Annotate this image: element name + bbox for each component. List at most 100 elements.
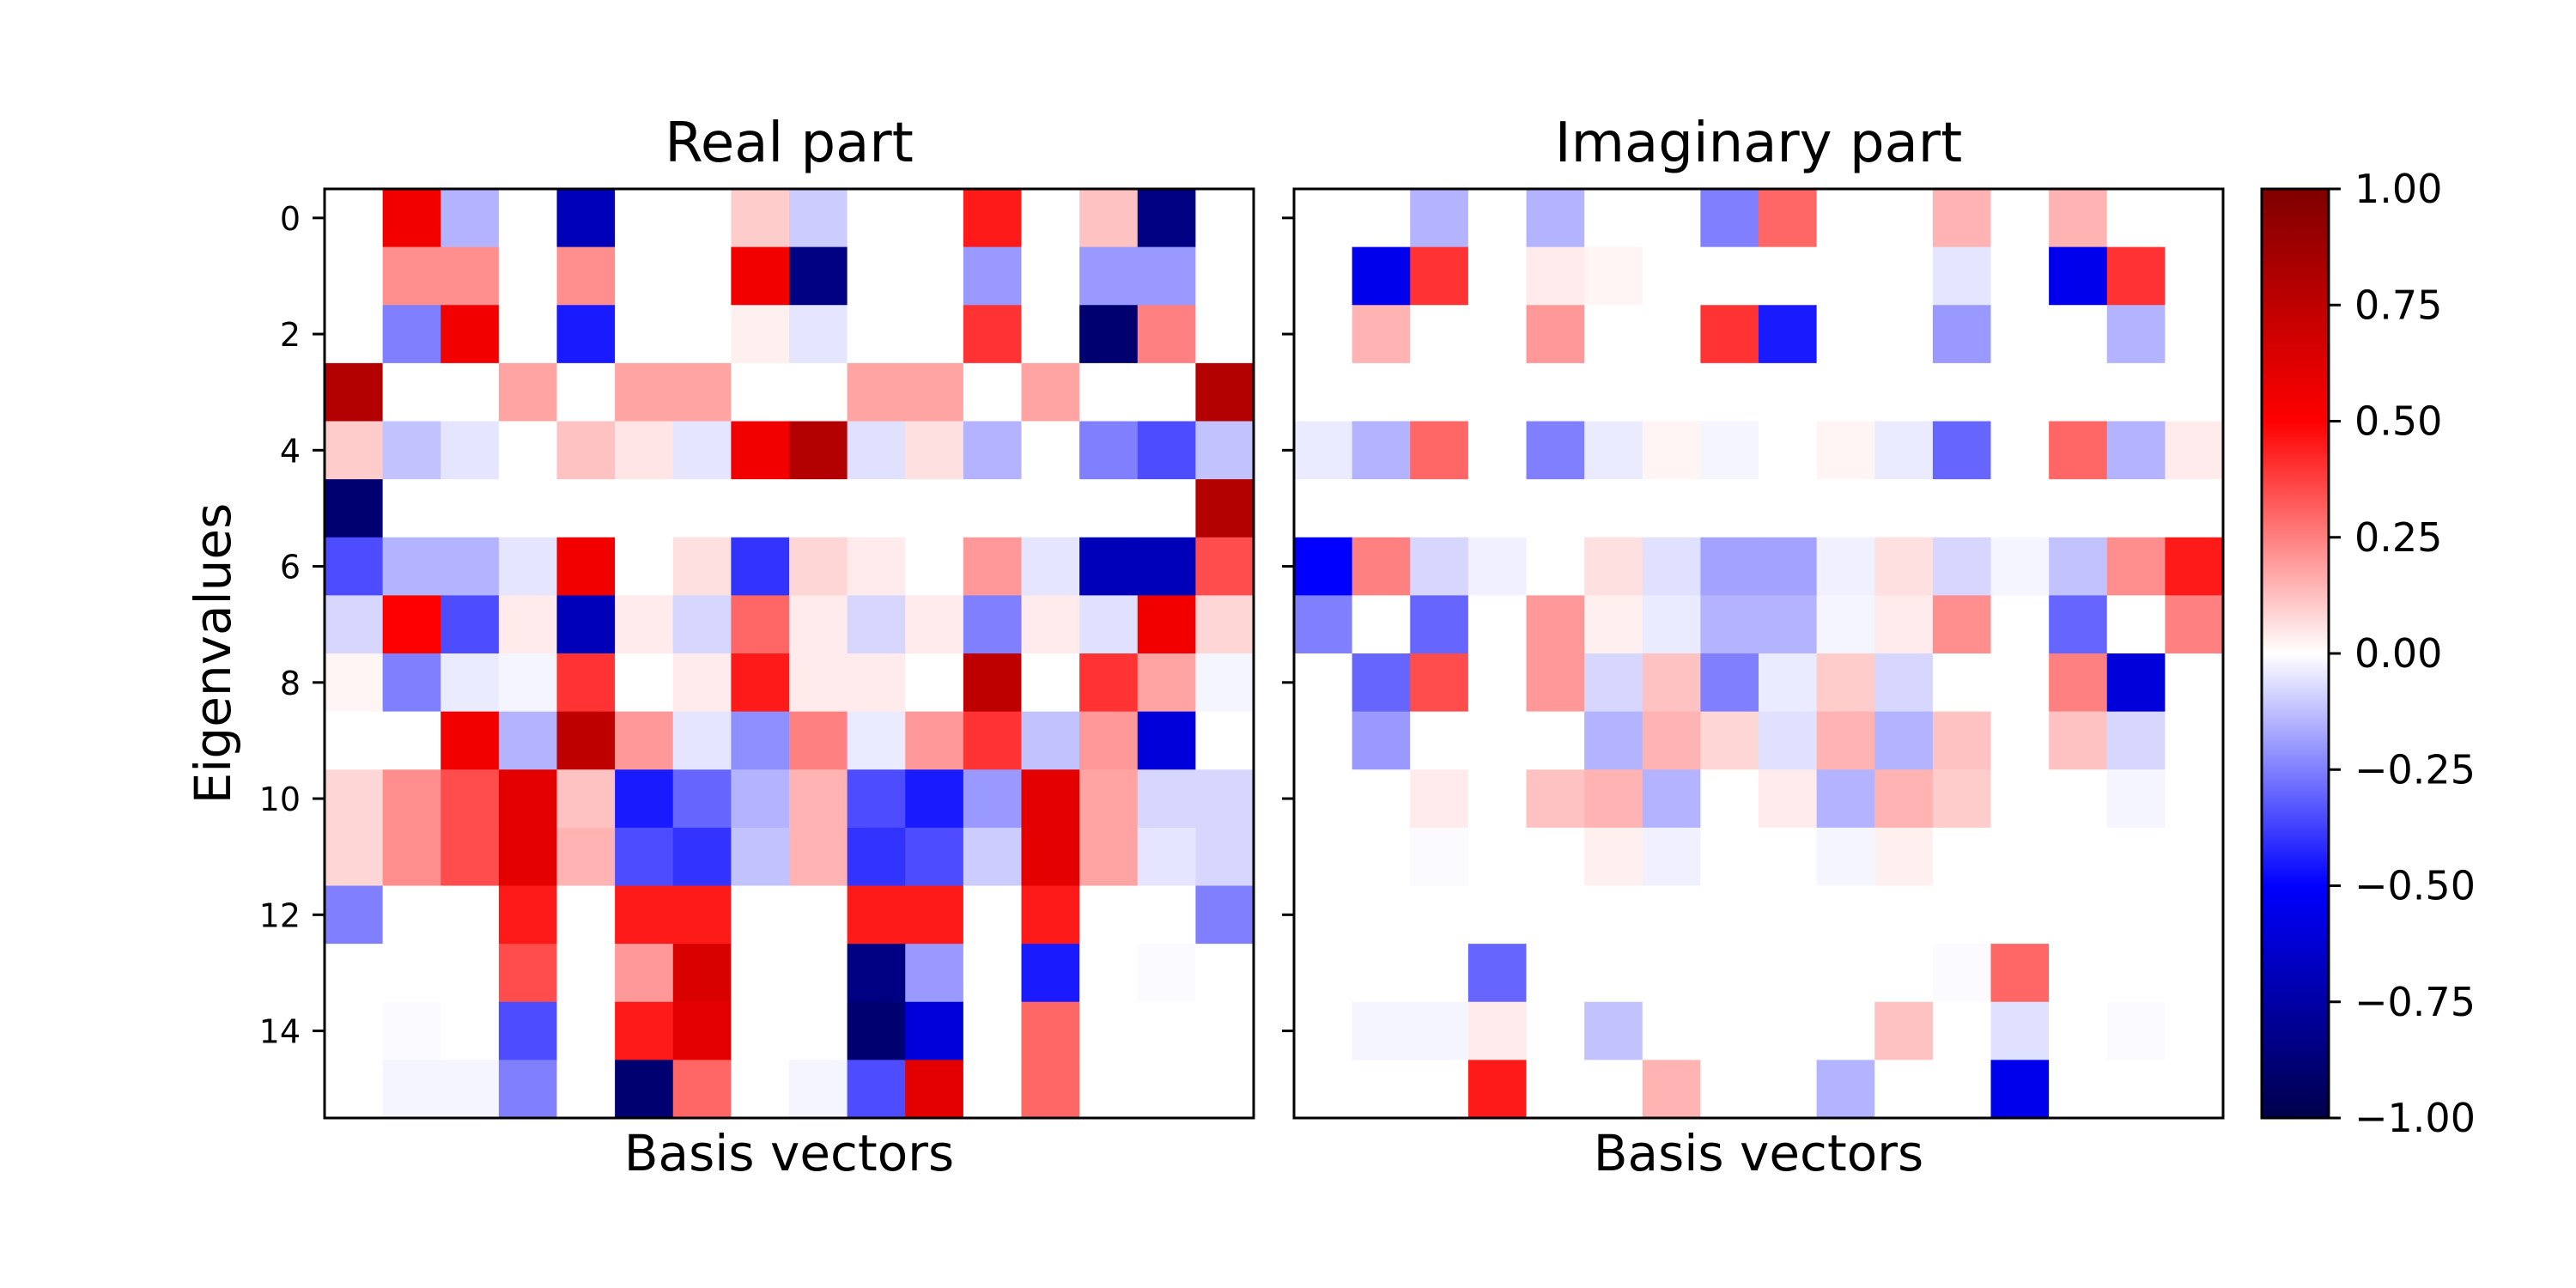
heatmap-cell <box>672 769 732 829</box>
heatmap-cell <box>1410 537 1469 596</box>
heatmap-cell <box>2106 479 2166 538</box>
imaginary-part-cells <box>1294 189 2224 1119</box>
heatmap-cell <box>1816 769 1875 829</box>
imaginary-part-title: Imaginary part <box>1555 112 1962 175</box>
heatmap-cell <box>1816 537 1875 596</box>
heatmap-cell <box>498 305 558 364</box>
heatmap-cell <box>325 421 384 480</box>
colorbar-tick-label: 1.00 <box>2354 166 2442 212</box>
heatmap-cell <box>1294 827 1353 887</box>
heatmap-cell <box>498 1001 558 1060</box>
heatmap-cell <box>1137 537 1196 596</box>
heatmap-cell <box>1352 944 1411 1003</box>
heatmap-cell <box>1874 769 1934 829</box>
heatmap-cell <box>847 362 906 422</box>
heatmap-cell <box>672 479 732 538</box>
heatmap-cell <box>615 189 674 248</box>
heatmap-cell <box>615 246 674 306</box>
heatmap-cell <box>847 711 906 770</box>
heatmap-cell <box>1932 421 1992 480</box>
heatmap-cell <box>1584 595 1643 654</box>
real-part-title: Real part <box>665 112 914 175</box>
colorbar-tick-label: 0.25 <box>2354 514 2442 561</box>
heatmap-cell <box>1352 1001 1411 1060</box>
heatmap-cell <box>905 653 964 713</box>
heatmap-cell <box>1294 305 1353 364</box>
heatmap-cell <box>1526 653 1585 713</box>
heatmap-cell <box>1352 1060 1411 1119</box>
colorbar-tick-label: 0.50 <box>2354 398 2442 445</box>
heatmap-cell <box>325 1060 384 1119</box>
real-part-cells <box>325 189 1255 1119</box>
heatmap-cell <box>556 479 616 538</box>
heatmap-cell <box>615 1060 674 1119</box>
heatmap-cell <box>1410 1001 1469 1060</box>
heatmap-cell <box>1410 421 1469 480</box>
heatmap-cell <box>789 362 848 422</box>
heatmap-cell <box>1079 711 1139 770</box>
heatmap-cell <box>1195 537 1255 596</box>
heatmap-cell <box>1137 305 1196 364</box>
heatmap-cell <box>1584 885 1643 945</box>
heatmap-cell <box>1467 189 1528 248</box>
heatmap-cell <box>1021 362 1080 422</box>
heatmap-cell <box>1584 1001 1643 1060</box>
heatmap-cell <box>615 885 674 945</box>
heatmap-cell <box>498 421 558 480</box>
heatmap-cell <box>1816 1060 1875 1119</box>
heatmap-cell <box>2049 246 2108 306</box>
heatmap-cell <box>1079 537 1139 596</box>
heatmap-cell <box>847 1060 906 1119</box>
heatmap-cell <box>1294 362 1353 422</box>
heatmap-cell <box>1584 305 1643 364</box>
heatmap-cell <box>1294 189 1353 248</box>
heatmap-cell <box>1759 885 1818 945</box>
heatmap-cell <box>1467 944 1528 1003</box>
heatmap-cell <box>498 362 558 422</box>
heatmap-cell <box>440 305 500 364</box>
heatmap-cell <box>1990 885 2050 945</box>
heatmap-cell <box>1021 769 1080 829</box>
heatmap-cell <box>1874 1060 1934 1119</box>
heatmap-cell <box>1467 421 1528 480</box>
heatmap-cell <box>440 885 500 945</box>
heatmap-cell <box>382 362 441 422</box>
heatmap-cell <box>1816 305 1875 364</box>
heatmap-cell <box>963 827 1023 887</box>
heatmap-cell <box>1816 421 1875 480</box>
heatmap-cell <box>672 653 732 713</box>
heatmap-cell <box>1410 479 1469 538</box>
heatmap-cell <box>1584 827 1643 887</box>
heatmap-cell <box>1352 827 1411 887</box>
heatmap-cell <box>556 885 616 945</box>
heatmap-cell <box>1700 885 1759 945</box>
heatmap-cell <box>847 1001 906 1060</box>
heatmap-cell <box>1759 537 1818 596</box>
heatmap-cell <box>1584 537 1643 596</box>
heatmap-cell <box>963 595 1023 654</box>
heatmap-cell <box>1467 305 1528 364</box>
heatmap-cell <box>1642 769 1701 829</box>
heatmap-cell <box>1759 595 1818 654</box>
heatmap-cell <box>1467 885 1528 945</box>
heatmap-cell <box>905 362 964 422</box>
heatmap-cell <box>1352 537 1411 596</box>
heatmap-cell <box>1079 421 1139 480</box>
heatmap-cell <box>1642 1060 1701 1119</box>
heatmap-cell <box>905 246 964 306</box>
heatmap-cell <box>2165 1001 2224 1060</box>
heatmap-cell <box>963 189 1023 248</box>
heatmap-cell <box>325 769 384 829</box>
heatmap-cell <box>1021 305 1080 364</box>
heatmap-cell <box>963 362 1023 422</box>
heatmap-cell <box>2165 944 2224 1003</box>
heatmap-cell <box>2106 1060 2166 1119</box>
heatmap-cell <box>1932 1060 1992 1119</box>
heatmap-cell <box>672 595 732 654</box>
heatmap-cell <box>1990 189 2050 248</box>
heatmap-cell <box>325 653 384 713</box>
heatmap-cell <box>382 711 441 770</box>
heatmap-cell <box>1700 246 1759 306</box>
heatmap-cell <box>2106 421 2166 480</box>
heatmap-cell <box>2106 711 2166 770</box>
